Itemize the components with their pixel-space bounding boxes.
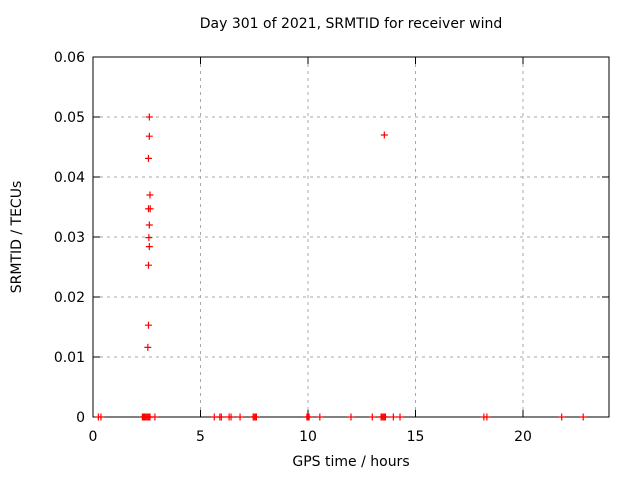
x-tick-label: 15 xyxy=(407,429,425,445)
data-point-marker xyxy=(236,413,244,421)
y-tick-label: 0.06 xyxy=(54,50,85,66)
data-point-marker xyxy=(145,234,153,242)
data-point-marker xyxy=(144,343,152,351)
data-point-marker xyxy=(483,413,491,421)
data-point-marker xyxy=(144,261,152,269)
data-point-marker xyxy=(305,413,313,421)
data-point-marker xyxy=(145,243,153,251)
y-tick-label: 0.01 xyxy=(54,350,85,366)
x-tick-label: 20 xyxy=(514,429,532,445)
data-point-marker xyxy=(396,413,404,421)
data-point-marker xyxy=(389,413,397,421)
data-point-marker xyxy=(146,191,154,199)
chart-title: Day 301 of 2021, SRMTID for receiver win… xyxy=(199,16,503,32)
x-tick-label: 10 xyxy=(299,429,317,445)
data-point-marker xyxy=(558,413,566,421)
y-tick-label: 0 xyxy=(76,410,85,426)
data-point-marker xyxy=(144,154,152,162)
y-tick-label: 0.02 xyxy=(54,290,85,306)
data-point-marker xyxy=(97,413,105,421)
data-point-marker xyxy=(381,413,389,421)
y-tick-label: 0.04 xyxy=(54,170,85,186)
data-point-marker xyxy=(145,113,153,121)
data-point-marker xyxy=(380,131,388,139)
x-axis-label: GPS time / hours xyxy=(292,454,410,470)
data-point-marker xyxy=(146,205,154,213)
data-point-marker xyxy=(151,413,159,421)
data-point-marker xyxy=(347,413,355,421)
data-point-marker xyxy=(227,413,235,421)
y-tick-label: 0.03 xyxy=(54,230,85,246)
data-point-marker xyxy=(145,221,153,229)
data-point-marker xyxy=(316,413,324,421)
data-point-marker xyxy=(252,413,260,421)
y-tick-label: 0.05 xyxy=(54,110,85,126)
data-point-marker xyxy=(368,413,376,421)
data-point-marker xyxy=(145,132,153,140)
data-point-marker xyxy=(144,321,152,329)
x-tick-label: 0 xyxy=(89,429,98,445)
data-point-marker xyxy=(217,413,225,421)
x-tick-label: 5 xyxy=(196,429,205,445)
data-point-marker xyxy=(579,413,587,421)
